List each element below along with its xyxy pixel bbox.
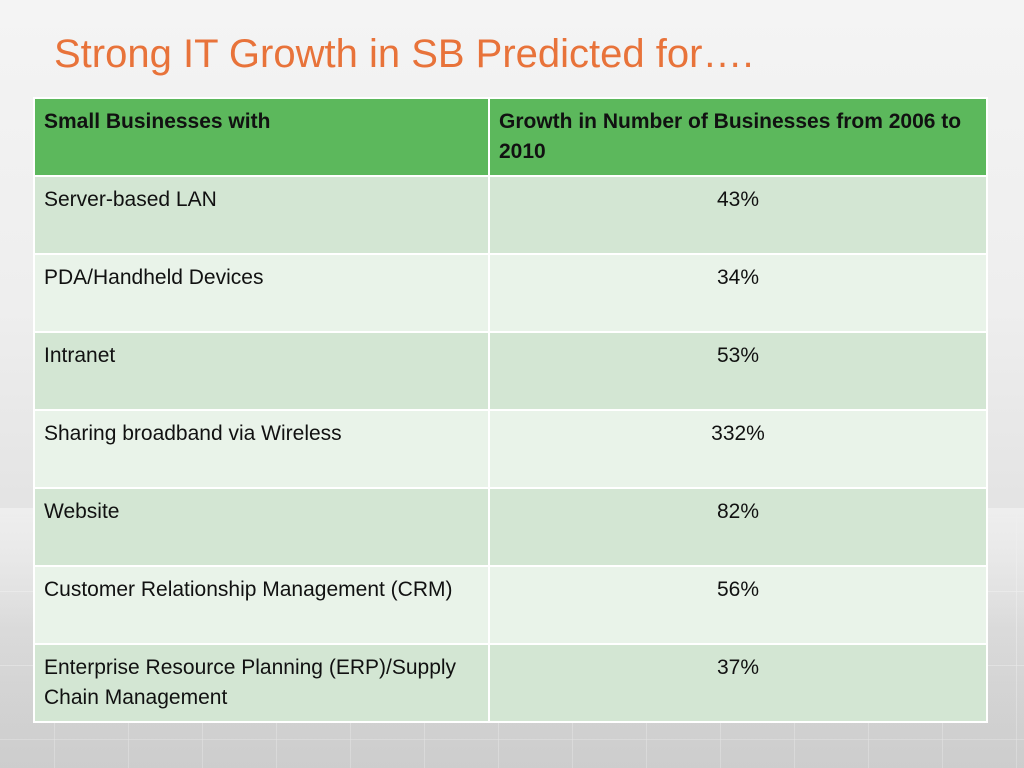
- row-item: Customer Relationship Management (CRM): [33, 565, 490, 645]
- row-item: Sharing broadband via Wireless: [33, 409, 490, 489]
- row-item: PDA/Handheld Devices: [33, 253, 490, 333]
- table-row: Sharing broadband via Wireless 332%: [33, 409, 988, 489]
- table-row: Server-based LAN 43%: [33, 175, 988, 255]
- row-item: Website: [33, 487, 490, 567]
- row-growth-value: 37%: [488, 643, 988, 723]
- column-header-growth: Growth in Number of Businesses from 2006…: [488, 97, 988, 177]
- slide-title: Strong IT Growth in SB Predicted for….: [54, 32, 754, 76]
- row-growth-value: 332%: [488, 409, 988, 489]
- column-header-business-type: Small Businesses with: [33, 97, 490, 177]
- table-row: Customer Relationship Management (CRM) 5…: [33, 565, 988, 645]
- row-growth-value: 53%: [488, 331, 988, 411]
- growth-table: Small Businesses with Growth in Number o…: [33, 97, 988, 723]
- table-header-row: Small Businesses with Growth in Number o…: [33, 97, 988, 177]
- row-item: Enterprise Resource Planning (ERP)/Suppl…: [33, 643, 490, 723]
- row-item: Server-based LAN: [33, 175, 490, 255]
- row-growth-value: 82%: [488, 487, 988, 567]
- row-growth-value: 34%: [488, 253, 988, 333]
- table-row: Enterprise Resource Planning (ERP)/Suppl…: [33, 643, 988, 723]
- row-item: Intranet: [33, 331, 490, 411]
- row-growth-value: 56%: [488, 565, 988, 645]
- row-growth-value: 43%: [488, 175, 988, 255]
- table-row: PDA/Handheld Devices 34%: [33, 253, 988, 333]
- table-row: Website 82%: [33, 487, 988, 567]
- table-row: Intranet 53%: [33, 331, 988, 411]
